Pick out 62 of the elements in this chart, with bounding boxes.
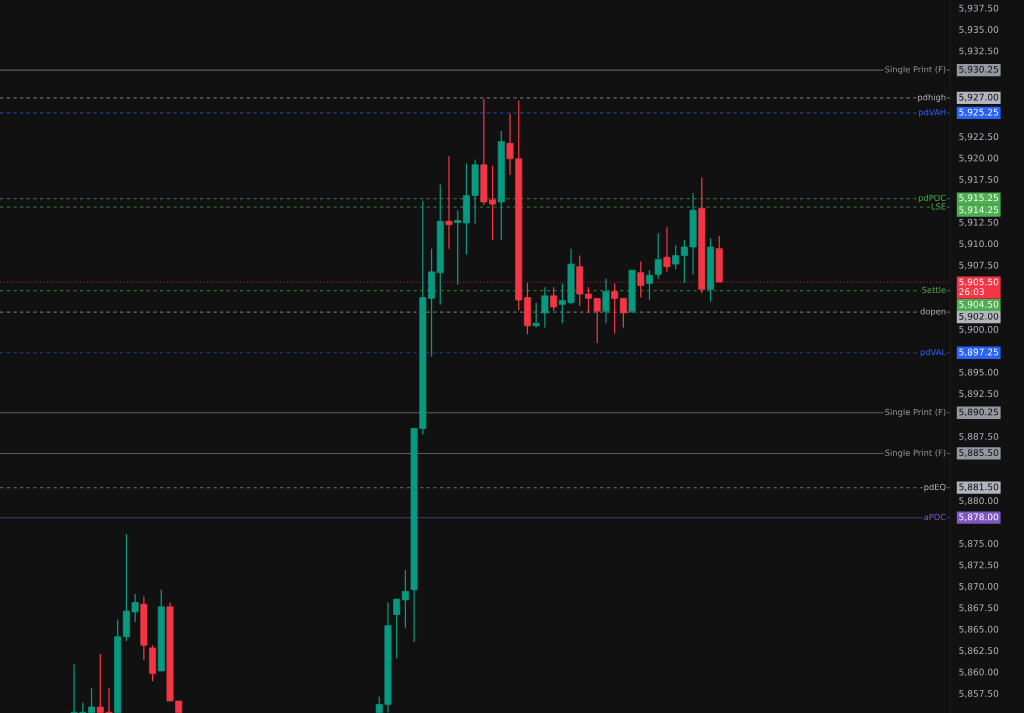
y-tick-label: 5,860.00: [959, 668, 999, 677]
text: 5,915.25: [959, 194, 999, 203]
ref-line-label: dopen: [920, 308, 946, 317]
y-tick-label: 5,937.50: [959, 4, 999, 13]
candlestick: [445, 155, 453, 250]
candlestick: [619, 297, 627, 329]
text: 5,881.50: [959, 483, 999, 492]
ref-line-label: aPOC: [924, 513, 946, 521]
y-tick-label: 5,865.00: [959, 625, 999, 634]
text: 5,904.50: [959, 300, 999, 309]
y-tick-label: 5,907.50: [959, 261, 999, 270]
y-tick-label: 5,920.00: [959, 154, 999, 163]
candlestick: [637, 260, 645, 299]
text: 5,930.25: [959, 65, 999, 74]
text: 5,927.00: [959, 93, 999, 102]
y-tick-label: 5,870.00: [959, 582, 999, 591]
candlestick: [611, 282, 619, 335]
ref-line-label: Settle: [922, 286, 946, 294]
y-tick-label: 5,910.00: [959, 240, 999, 249]
y-tick-label: 5,935.00: [959, 26, 999, 34]
candlestick: [393, 598, 401, 659]
candlestick: [663, 226, 671, 273]
candlestick: [672, 244, 680, 270]
candlestick: [401, 569, 409, 629]
y-tick-label: 5,867.50: [959, 604, 999, 613]
candlestick: [602, 278, 610, 324]
text: 5,890.25: [959, 408, 999, 417]
candlestick: [532, 302, 540, 329]
y-tick-label: 5,895.00: [959, 368, 999, 377]
y-tick-label: 5,932.50: [959, 47, 999, 56]
y-tick-label: 5,872.50: [959, 561, 999, 570]
ref-line-label: pdEQ: [924, 483, 946, 492]
y-tick-label: 5,857.50: [959, 690, 999, 698]
y-tick-label: 5,912.50: [959, 218, 999, 227]
candlestick: [454, 209, 462, 286]
ref-line-label: Single Print (F): [885, 66, 946, 75]
y-tick-label: 5,880.00: [959, 497, 999, 506]
ref-line-label: pdhigh: [918, 93, 946, 102]
text: 5,925.25: [959, 108, 999, 117]
candlestick: [541, 286, 549, 329]
y-tick-label: 5,892.50: [959, 390, 999, 398]
text: 5,897.25: [959, 348, 999, 357]
text: 5,885.50: [959, 449, 999, 457]
ref-line-label: pdVAL: [920, 348, 947, 357]
ref-line-label: LSE: [931, 203, 946, 210]
candlestick: [550, 286, 558, 312]
y-tick-label: 5,875.00: [959, 540, 999, 548]
text: 5,902.00: [959, 312, 999, 321]
ref-line-label: pdVAH: [919, 108, 946, 117]
candlestick: [646, 269, 653, 301]
text: 5,878.00: [959, 513, 999, 522]
y-tick-label: 5,917.50: [959, 176, 999, 184]
ref-line-label: pdPOC: [918, 194, 946, 203]
ref-line-label: Single Print (F): [885, 408, 946, 417]
y-tick-label: 5,862.50: [959, 647, 999, 655]
y-tick-label: 5,900.00: [959, 325, 999, 334]
candlestick: [654, 232, 662, 280]
ref-line-label: Single Print (F): [885, 449, 946, 458]
text: 5,905.50 26:03: [959, 278, 999, 296]
text: 5,914.25: [959, 206, 999, 215]
y-tick-label: 5,887.50: [959, 433, 999, 441]
y-tick-label: 5,922.50: [959, 133, 999, 141]
